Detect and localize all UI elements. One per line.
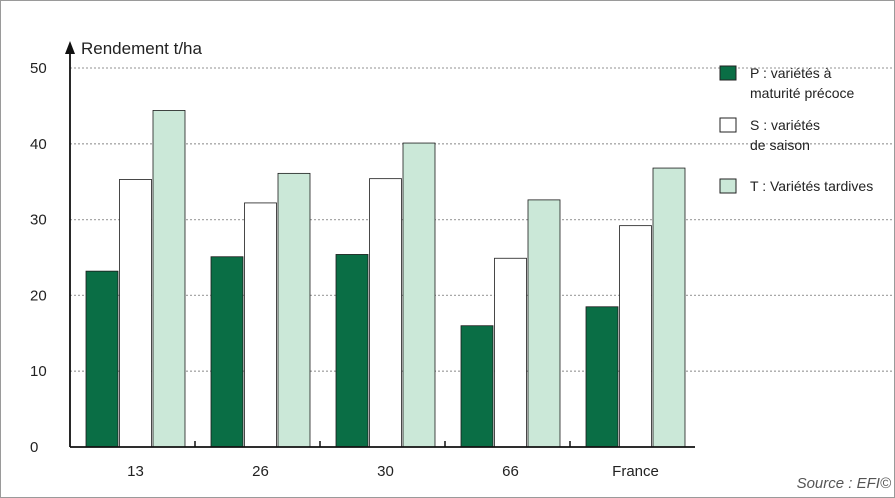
bar xyxy=(619,225,652,448)
bar xyxy=(210,256,244,448)
bars xyxy=(85,110,686,448)
bar xyxy=(335,254,369,448)
y-tick-label: 50 xyxy=(30,60,47,77)
bar xyxy=(460,325,494,448)
bar xyxy=(277,172,311,448)
bar xyxy=(585,306,619,448)
bar xyxy=(244,202,277,448)
legend-label: de saison xyxy=(750,137,810,153)
axes xyxy=(65,41,695,448)
x-tick-label: 30 xyxy=(377,463,394,480)
x-tick-label: 66 xyxy=(502,463,519,480)
source-note: Source : EFI© xyxy=(796,475,891,492)
y-tick-label: 30 xyxy=(30,212,47,229)
bar xyxy=(494,257,527,448)
x-tick-label: France xyxy=(612,463,659,480)
bar xyxy=(652,167,686,448)
legend-swatch xyxy=(719,117,737,133)
bar xyxy=(119,179,152,448)
bar xyxy=(85,270,119,448)
y-tick-label: 0 xyxy=(30,439,38,456)
legend-label: P : variétés à xyxy=(750,65,832,81)
legend-swatch xyxy=(719,65,737,81)
y-axis-label: Rendement t/ha xyxy=(81,39,203,58)
legend: P : variétés à maturité précoce S : variét… xyxy=(719,65,873,194)
tick-labels: 0 10 20 30 40 50 13 26 30 66 France Rendement t/ha xyxy=(30,39,659,480)
bar xyxy=(369,178,402,448)
x-tick-label: 13 xyxy=(127,463,144,480)
legend-label: T : Variétés tardives xyxy=(750,178,873,194)
y-axis-arrow xyxy=(65,41,75,54)
legend-label: S : variétés xyxy=(750,117,820,133)
gridlines xyxy=(70,67,893,372)
y-tick-label: 20 xyxy=(30,287,47,304)
legend-swatch xyxy=(719,178,737,194)
x-tick-label: 26 xyxy=(252,463,269,480)
y-tick-label: 40 xyxy=(30,136,47,153)
legend-label: maturité précoce xyxy=(750,85,854,101)
bar xyxy=(402,142,436,448)
bar xyxy=(527,199,561,448)
y-tick-label: 10 xyxy=(30,363,47,380)
bar xyxy=(152,110,186,448)
